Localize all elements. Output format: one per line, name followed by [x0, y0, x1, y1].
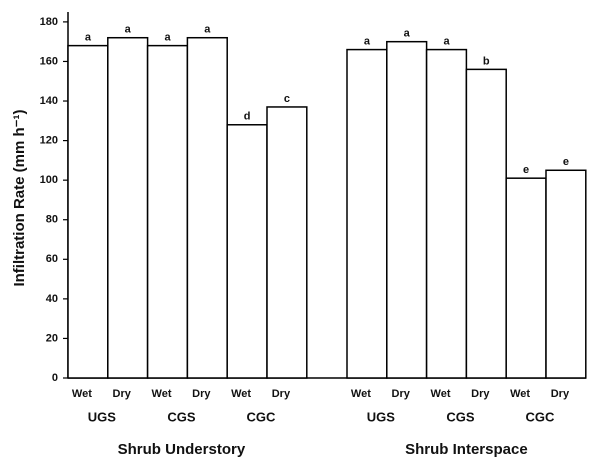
y-tick-label: 120 [40, 135, 58, 147]
group-label: Shrub Understory [118, 441, 246, 458]
x-tick-label: Wet [510, 388, 530, 400]
significance-letter: b [483, 55, 490, 67]
x-tick-label: Dry [471, 388, 490, 400]
subgroup-label: CGS [167, 409, 196, 424]
bar [266, 106, 308, 379]
x-tick-label: Dry [272, 388, 291, 400]
bar [107, 36, 149, 379]
significance-letter: c [284, 93, 290, 105]
subgroup-label: CGC [247, 409, 277, 424]
significance-letter: d [244, 111, 251, 123]
bar [425, 48, 468, 379]
subgroup-label: CGC [526, 409, 556, 424]
y-tick-label: 40 [46, 293, 58, 305]
bar [346, 48, 388, 379]
significance-letter: a [364, 35, 371, 47]
x-tick-label: Dry [192, 388, 211, 400]
y-axis-label: Infiltration Rate (mm h⁻¹) [11, 109, 28, 286]
significance-letter: a [443, 35, 450, 47]
bar [186, 36, 228, 379]
y-tick-label: 140 [40, 95, 58, 107]
x-tick-label: Dry [392, 388, 411, 400]
significance-letter: a [125, 24, 132, 36]
y-tick-label: 180 [40, 16, 58, 28]
significance-letter: a [204, 24, 211, 36]
y-tick-label: 60 [46, 253, 58, 265]
bar [505, 177, 547, 379]
x-tick-label: Wet [152, 388, 172, 400]
significance-letter: a [164, 32, 171, 44]
y-tick-label: 20 [46, 332, 58, 344]
y-tick-label: 80 [46, 214, 58, 226]
subgroup-label: UGS [367, 409, 396, 424]
x-tick-label: Dry [113, 388, 132, 400]
x-tick-label: Wet [431, 388, 451, 400]
bar [226, 124, 268, 379]
bar [146, 44, 189, 379]
bar [386, 40, 428, 379]
x-tick-label: Dry [551, 388, 570, 400]
x-tick-label: Wet [72, 388, 92, 400]
subgroup-label: UGS [88, 409, 117, 424]
bar [67, 44, 109, 379]
y-tick-label: 100 [40, 174, 58, 186]
y-tick-label: 0 [52, 372, 58, 384]
x-tick-label: Wet [351, 388, 371, 400]
subgroup-label: CGS [446, 409, 475, 424]
significance-letter: e [523, 164, 529, 176]
y-tick-label: 160 [40, 55, 58, 67]
bar [545, 169, 587, 379]
significance-letter: a [404, 28, 411, 40]
significance-letter: a [85, 32, 92, 44]
x-tick-label: Wet [231, 388, 251, 400]
significance-letter: e [563, 156, 569, 168]
bar [465, 68, 507, 379]
group-label: Shrub Interspace [405, 441, 528, 458]
